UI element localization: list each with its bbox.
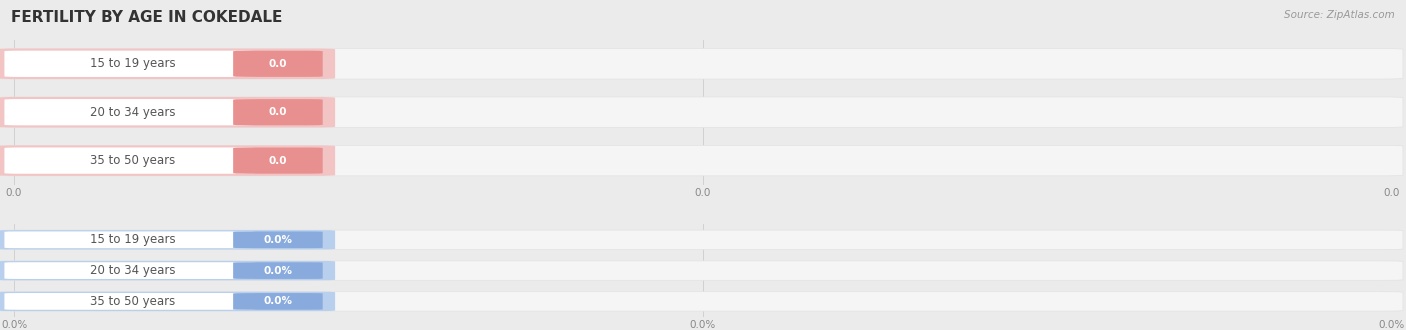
FancyBboxPatch shape [0,97,335,127]
Text: 20 to 34 years: 20 to 34 years [90,264,176,277]
FancyBboxPatch shape [0,261,335,280]
FancyBboxPatch shape [0,230,335,249]
FancyBboxPatch shape [233,51,323,77]
FancyBboxPatch shape [233,262,323,279]
FancyBboxPatch shape [4,99,256,125]
Text: 0.0: 0.0 [269,156,287,166]
FancyBboxPatch shape [0,230,1403,249]
Text: Source: ZipAtlas.com: Source: ZipAtlas.com [1284,10,1395,20]
FancyBboxPatch shape [233,99,323,125]
FancyBboxPatch shape [4,148,256,174]
FancyBboxPatch shape [4,50,256,77]
FancyBboxPatch shape [0,49,335,79]
FancyBboxPatch shape [0,145,1403,176]
FancyBboxPatch shape [233,231,323,248]
Text: FERTILITY BY AGE IN COKEDALE: FERTILITY BY AGE IN COKEDALE [11,10,283,25]
Text: 0.0%: 0.0% [263,266,292,276]
FancyBboxPatch shape [0,97,1403,127]
Text: 15 to 19 years: 15 to 19 years [90,233,176,246]
Text: 20 to 34 years: 20 to 34 years [90,106,176,119]
FancyBboxPatch shape [0,49,1403,79]
Text: 0.0%: 0.0% [263,296,292,306]
FancyBboxPatch shape [4,293,256,310]
FancyBboxPatch shape [233,293,323,310]
FancyBboxPatch shape [0,261,1403,280]
Text: 0.0: 0.0 [269,107,287,117]
FancyBboxPatch shape [0,145,335,176]
Text: 15 to 19 years: 15 to 19 years [90,57,176,70]
FancyBboxPatch shape [0,292,1403,311]
FancyBboxPatch shape [4,231,256,248]
Text: 0.0%: 0.0% [263,235,292,245]
FancyBboxPatch shape [0,292,335,311]
FancyBboxPatch shape [4,262,256,279]
Text: 0.0: 0.0 [269,59,287,69]
FancyBboxPatch shape [233,148,323,174]
Text: 35 to 50 years: 35 to 50 years [90,295,176,308]
Text: 35 to 50 years: 35 to 50 years [90,154,176,167]
